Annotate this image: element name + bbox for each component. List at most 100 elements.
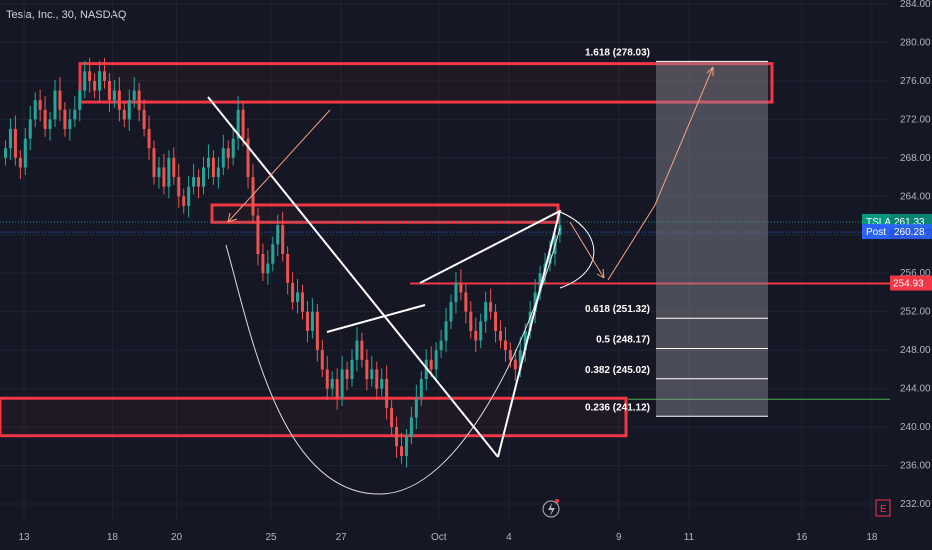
candle-body: [484, 302, 488, 322]
lightning-icon: [542, 500, 560, 518]
candle-body: [508, 350, 512, 360]
y-tick-label: 268.00: [900, 153, 931, 164]
candle-body: [127, 100, 131, 120]
candle-body: [310, 311, 314, 331]
x-tick-label: 11: [684, 532, 695, 543]
candle-body: [454, 282, 458, 303]
candle-body: [43, 109, 47, 129]
post-price-tag: 260.28: [894, 227, 925, 238]
candle-body: [449, 302, 453, 322]
candle-body: [434, 350, 438, 370]
y-tick-label: 280.00: [900, 37, 931, 48]
arrow-head: [227, 212, 238, 223]
x-tick-label: 20: [171, 532, 183, 543]
candle-body: [73, 109, 77, 120]
candle-body: [286, 254, 290, 283]
candle-body: [236, 109, 240, 139]
candle-body: [479, 321, 483, 341]
arrow-head: [706, 66, 714, 76]
candle-body: [419, 379, 423, 399]
trend-line-up: [497, 209, 561, 458]
candle-body: [137, 90, 141, 110]
candle-body: [345, 369, 349, 379]
y-tick-label: 284.00: [900, 0, 931, 10]
candle-body: [83, 71, 87, 91]
candle-body: [409, 417, 413, 437]
candle-body: [88, 71, 92, 81]
candle-body: [202, 167, 205, 187]
fib-label: 1.618 (278.03): [585, 47, 650, 58]
fib-label: 0.382 (245.02): [585, 365, 650, 376]
candle-body: [503, 340, 507, 351]
candle-body: [107, 80, 111, 101]
candle-body: [414, 398, 418, 418]
candle-body: [548, 254, 552, 264]
x-tick-label: 4: [506, 532, 512, 543]
candle-body: [355, 340, 359, 360]
arrow-head: [596, 268, 605, 279]
candle-body: [231, 138, 235, 158]
y-tick-label: 256.00: [900, 268, 931, 279]
x-tick-label: 16: [796, 532, 808, 543]
arrow-line: [607, 66, 714, 281]
candle-body: [157, 167, 161, 178]
candle-body: [78, 90, 82, 110]
candle-body: [518, 350, 522, 370]
candle-body: [335, 379, 339, 399]
candle-body: [301, 292, 304, 312]
candle-body: [360, 340, 364, 360]
candle-body: [429, 359, 433, 370]
zone-neckline: [210, 203, 560, 224]
lightning-icon-glyph: [548, 503, 555, 516]
candle-body: [325, 369, 329, 389]
trend-line-down: [207, 96, 499, 458]
candle-body: [365, 359, 369, 379]
candle-body: [330, 379, 334, 389]
candle-body: [23, 138, 27, 168]
candle-body: [266, 263, 270, 274]
handle-curve: [559, 211, 595, 289]
candle-body: [132, 90, 136, 101]
candle-body: [38, 100, 42, 110]
candle-body: [216, 167, 220, 178]
candle-body: [350, 359, 354, 379]
candle-body: [98, 71, 102, 91]
candle-body: [58, 90, 62, 110]
candle-body: [197, 177, 201, 187]
candle-body: [172, 157, 176, 178]
candle-body: [187, 186, 191, 206]
chart-title: Tesla, Inc., 30, NASDAQ: [6, 9, 127, 21]
fib-box: [656, 61, 768, 417]
channel-line-low: [326, 304, 426, 333]
candle-body: [400, 446, 403, 456]
candle-body: [152, 148, 156, 178]
candle-body: [276, 225, 280, 245]
y-tick-label: 232.00: [900, 499, 931, 510]
candle-body: [444, 321, 448, 341]
candle-body: [251, 177, 255, 216]
candle-body: [177, 177, 181, 197]
candle-body: [112, 90, 116, 101]
candle-body: [192, 177, 196, 187]
candle-body: [167, 157, 171, 187]
candle-body: [469, 311, 473, 331]
x-tick-label: 13: [18, 532, 30, 543]
candle-body: [474, 330, 478, 341]
candle-body: [93, 80, 97, 91]
candle-body: [246, 138, 250, 178]
x-tick-label: Oct: [431, 532, 447, 543]
candle-body: [513, 359, 517, 370]
candle-body: [375, 369, 379, 389]
candle-body: [489, 302, 493, 312]
candle-body: [533, 292, 537, 312]
candle-body: [68, 119, 72, 129]
symbol-tag: TSLA: [866, 217, 891, 228]
candle-body: [320, 350, 324, 370]
y-tick-label: 252.00: [900, 307, 931, 318]
level-tag-bg: [890, 275, 932, 291]
candle-body: [33, 100, 37, 120]
candle-body: [494, 311, 498, 331]
post-tag-bg: [862, 224, 890, 240]
